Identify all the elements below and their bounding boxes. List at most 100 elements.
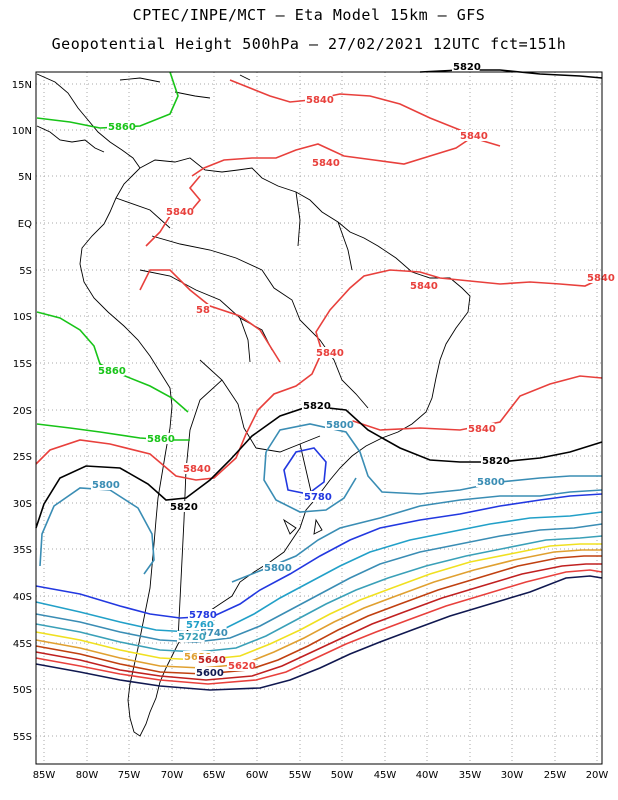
contour-label: 5820 [303,401,331,412]
border-lines [115,191,369,641]
contour-5800-south [231,489,603,583]
contour-5800-west [39,487,155,575]
contour-label-bg [97,365,125,376]
contour-label: 58 [196,305,210,316]
contour-label: 5800 [264,563,292,574]
map-title-line2: Geopotential Height 500hPa – 27/02/2021 … [51,35,567,53]
lon-tick-label: 20W [586,770,609,781]
contour-label: 5840 [587,273,615,284]
contour-5800-center [265,423,602,495]
contour-label-bg [177,631,205,642]
contour-label: 5860 [147,434,175,445]
contour-label-bg [303,491,331,502]
contour-label-bg [325,419,353,430]
contour-label: 5820 [453,62,481,73]
contour-label: 5840 [460,131,488,142]
lat-tick-label: 20S [13,406,32,417]
contour-label: 5760 [186,620,214,631]
contour-label-bg [467,423,495,434]
contour-label-bg [476,476,504,487]
lon-tick-label: 35W [459,770,482,781]
contour-5760 [35,511,603,633]
lon-tick-label: 25W [544,770,567,781]
contour-5780 [35,493,603,619]
contour-label: 5780 [304,492,332,503]
lat-tick-label: 30S [13,499,32,510]
lon-tick-label: 45W [374,770,397,781]
lat-tick-label: 55S [13,732,32,743]
contour-label-bg [459,130,487,141]
contour-label: 5740 [200,628,228,639]
contour-label-bg [169,501,197,512]
lat-tick-label: 10N [12,126,32,137]
contour-5820-top [419,69,603,79]
coastline-caribbean-west [36,125,105,153]
contour-5800-loop [263,451,357,513]
contour-label-bg [302,400,330,411]
contour-label: 5840 [316,348,344,359]
contour-label-bg [188,609,216,620]
lat-tick-label: 5S [19,266,32,277]
contour-label: 5840 [166,207,194,218]
contour-5700 [35,543,602,661]
contour-label-bg [195,667,223,678]
contour-label: 5600 [196,668,224,679]
lon-tick-label: 55W [289,770,312,781]
lat-tick-label: 15S [13,359,32,370]
contour-label-bg [146,433,174,444]
contour-label-bg [183,651,211,662]
lat-tick-label: EQ [18,219,32,230]
contour-label: 5840 [306,95,334,106]
contour-label-bg [315,347,343,358]
contour-label-bg [311,157,339,168]
contour-5600 [35,575,603,691]
lon-tick-label: 60W [246,770,269,781]
contour-label-bg [165,206,193,217]
contour-label: 5780 [189,610,217,621]
contour-5620 [35,569,603,685]
contour-label: 5840 [312,158,340,169]
contour-label: 5620 [228,661,256,672]
contour-5640 [35,563,602,681]
lat-tick-label: 10S [13,312,32,323]
contour-label: 5720 [178,632,206,643]
contour-label-bg [452,61,480,72]
contour-label-bg [185,619,213,630]
lat-tick-label: 45S [13,639,32,650]
lon-tick-label: 85W [33,770,56,781]
contour-label: 5800 [92,480,120,491]
contour-label: 5840 [183,464,211,475]
contour-5660 [35,555,602,675]
lat-tick-label: 5N [18,172,32,183]
contour-label: 5800 [477,477,505,488]
contour-label-bg [481,455,509,466]
lake-features [282,518,323,535]
lon-tick-label: 65W [203,770,226,781]
contour-label: 5860 [108,122,136,133]
contour-label-bg [586,272,614,283]
contour-5860-north [36,71,179,129]
contour-label-bg [305,94,333,105]
contour-5740 [35,523,603,643]
contour-label: 5840 [410,281,438,292]
contour-5820-main [35,405,603,529]
lon-tick-label: 30W [501,770,524,781]
contour-5860-west [36,311,189,413]
contour-label-bg [182,463,210,474]
contour-label: 5860 [98,366,126,377]
contour-5840-mid [191,139,469,177]
contour-5780-loop [283,447,327,495]
lat-tick-label: 25S [13,452,32,463]
contour-label: 5820 [170,502,198,513]
lon-tick-label: 70W [161,770,184,781]
map-title-line1: CPTEC/INPE/MCT – Eta Model 15km – GFS [132,6,486,24]
contour-label: 5820 [482,456,510,467]
coastline-south-america [79,157,471,737]
lat-tick-label: 35S [13,545,32,556]
lat-lon-grid [36,72,602,764]
map-frame [35,71,603,765]
contour-5840-south [35,269,603,481]
contour-label-bg [195,304,210,315]
axis-ticks: 85W 80W 75W 70W 65W 60W 55W 50W 45W 40W 35W 30W 25W 2… [12,80,609,781]
contour-label-bg [197,654,225,665]
